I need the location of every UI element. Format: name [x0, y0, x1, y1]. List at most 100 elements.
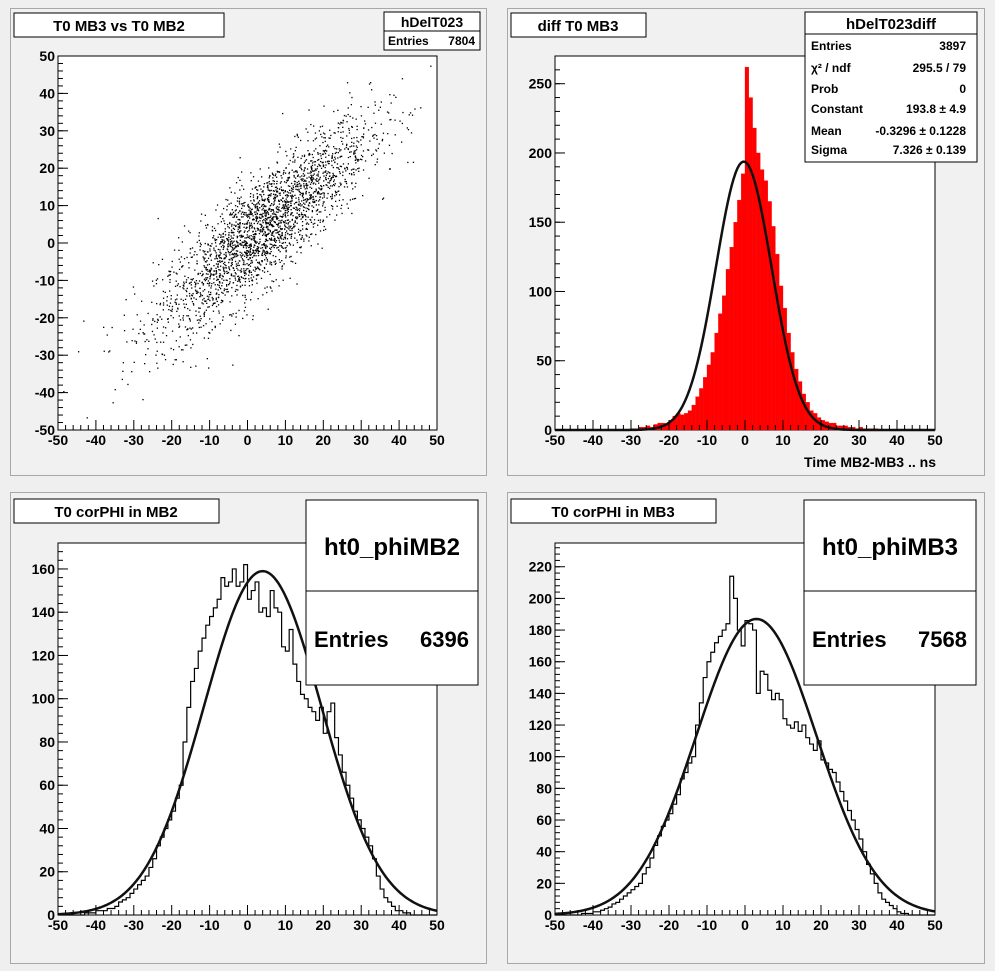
scatter-point	[199, 307, 201, 309]
scatter-point	[278, 226, 280, 229]
scatter-point	[217, 304, 220, 306]
scatter-point	[251, 213, 253, 215]
scatter-point	[390, 118, 392, 121]
scatter-point	[285, 257, 287, 259]
scatter-point	[275, 173, 277, 175]
scatter-point	[346, 166, 348, 168]
scatter-point	[315, 183, 317, 185]
scatter-point	[265, 215, 267, 218]
scatter-point	[256, 198, 258, 200]
scatter-point	[260, 231, 262, 233]
scatter-point	[321, 247, 323, 249]
scatter-point	[187, 315, 190, 317]
scatter-point	[236, 235, 238, 237]
scatter-point	[223, 239, 225, 241]
scatter-point	[362, 150, 365, 152]
scatter-point	[214, 238, 216, 240]
scatter-point	[310, 221, 313, 223]
scatter-point	[274, 197, 276, 199]
scatter-point	[132, 286, 135, 288]
stats-value-entries: 7804	[448, 34, 475, 48]
scatter-point	[205, 273, 208, 275]
scatter-point	[237, 275, 239, 278]
scatter-point	[370, 82, 372, 84]
scatter-point	[252, 249, 254, 251]
scatter-point	[246, 250, 248, 252]
scatter-point	[189, 320, 191, 322]
scatter-point	[202, 256, 204, 258]
scatter-point	[268, 198, 270, 201]
scatter-point	[192, 303, 195, 305]
scatter-point	[288, 225, 290, 227]
scatter-point	[156, 341, 158, 344]
scatter-point	[281, 246, 283, 248]
scatter-point	[321, 161, 323, 164]
scatter-point	[387, 133, 389, 135]
scatter-point	[256, 222, 259, 225]
scatter-point	[228, 227, 230, 229]
scatter-point	[213, 278, 215, 280]
scatter-point	[215, 271, 218, 273]
scatter-point	[171, 266, 173, 268]
scatter-point	[308, 240, 310, 242]
scatter-point	[190, 347, 192, 349]
x-tick-label: -30	[124, 432, 144, 448]
scatter-point	[220, 299, 223, 301]
scatter-point	[329, 175, 331, 177]
scatter-point	[208, 367, 210, 369]
scatter-point	[232, 253, 234, 255]
scatter-point	[221, 285, 223, 287]
scatter-point	[264, 231, 266, 233]
scatter-point	[295, 177, 297, 179]
histogram-bars	[555, 575, 935, 916]
scatter-point	[301, 214, 303, 216]
scatter-point	[339, 182, 341, 184]
gaussian-fit	[554, 617, 936, 916]
scatter-point	[287, 195, 290, 197]
scatter-point	[221, 213, 223, 215]
scatter-point	[303, 175, 305, 177]
scatter-point	[200, 213, 203, 215]
scatter-point	[326, 173, 328, 175]
scatter-point	[219, 281, 221, 283]
scatter-point	[209, 269, 211, 272]
scatter-point	[230, 265, 232, 267]
scatter-point	[229, 251, 231, 254]
scatter-point	[354, 150, 356, 152]
scatter-point	[261, 247, 264, 249]
scatter-point	[257, 229, 259, 231]
scatter-point	[253, 246, 255, 248]
scatter-point	[147, 312, 149, 315]
scatter-point	[311, 168, 313, 170]
scatter-point	[293, 207, 295, 209]
scatter-point	[374, 133, 376, 136]
scatter-point	[199, 249, 201, 251]
scatter-point	[254, 237, 256, 239]
scatter-point	[213, 270, 215, 272]
scatter-point	[354, 156, 356, 158]
scatter-point	[276, 161, 278, 163]
scatter-point	[202, 250, 204, 252]
scatter-point	[204, 253, 206, 255]
scatter-point	[259, 263, 261, 265]
scatter-point	[324, 152, 327, 155]
scatter-point	[330, 179, 332, 182]
scatter-point	[360, 106, 362, 108]
scatter-point	[339, 165, 341, 167]
pad-mb2: -50 -40 -30 -20 -10 0 10 20 30 40 50 0 20 40 60 80 100 12…	[10, 492, 487, 964]
scatter-point	[174, 359, 176, 361]
scatter-point	[324, 166, 326, 169]
scatter-point	[383, 152, 385, 154]
scatter-point	[407, 129, 410, 131]
scatter-point	[272, 204, 274, 206]
scatter-point	[296, 207, 298, 209]
scatter-point	[257, 196, 259, 198]
scatter-point	[314, 222, 316, 225]
scatter-point	[214, 325, 216, 327]
scatter-point	[189, 252, 191, 254]
scatter-point	[231, 232, 233, 234]
scatter-point	[264, 210, 266, 212]
scatter-point	[299, 192, 302, 194]
scatter-point	[165, 335, 168, 337]
y-tick-label: 40	[39, 85, 55, 101]
